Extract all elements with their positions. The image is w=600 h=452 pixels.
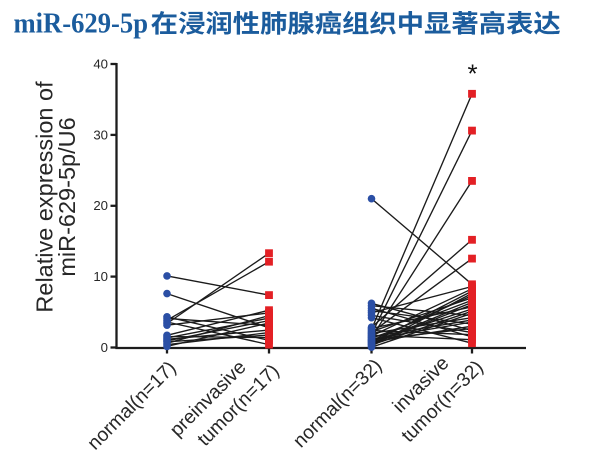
svg-text:40: 40: [93, 56, 108, 71]
svg-text:10: 10: [93, 269, 108, 284]
svg-text:0: 0: [101, 340, 108, 355]
svg-text:Relative expression of: Relative expression of: [32, 81, 58, 313]
svg-text:*: *: [467, 59, 477, 89]
svg-text:miR-629-5p/U6: miR-629-5p/U6: [54, 117, 80, 276]
svg-text:miR-629-5p: miR-629-5p: [14, 9, 149, 40]
svg-text:20: 20: [93, 198, 108, 213]
svg-text:30: 30: [93, 127, 108, 142]
